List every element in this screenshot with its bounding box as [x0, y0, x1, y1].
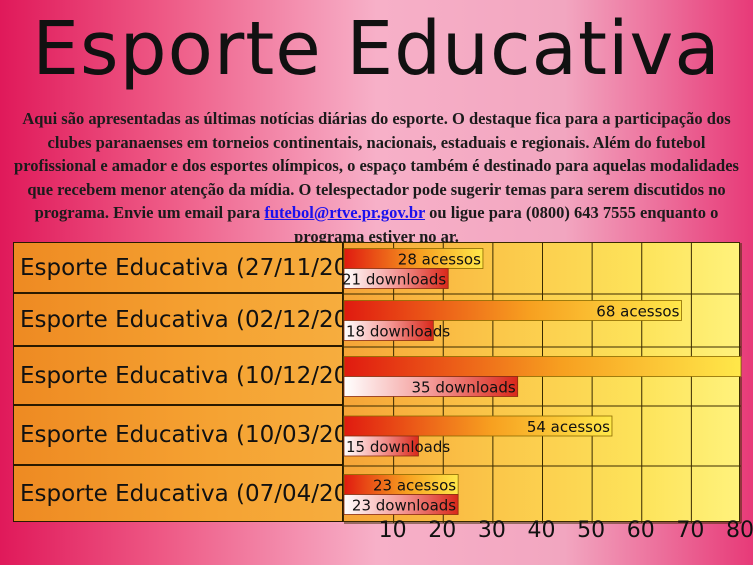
acessos-label: 54 acessos	[527, 418, 610, 436]
access-chart: Esporte Educativa (27/11/2009) Esporte Ed…	[13, 242, 742, 524]
downloads-label: 18 downloads	[346, 323, 450, 341]
chart-plot-area: 28 acessos 21 downloads 68 acessos 18 downl…	[342, 242, 742, 524]
downloads-bar	[343, 268, 449, 289]
acessos-bar	[343, 300, 682, 321]
x-tick-label: 60	[626, 518, 655, 543]
downloads-label: 23 downloads	[352, 497, 456, 515]
acessos-label: 23 acessos	[373, 477, 456, 495]
downloads-bar	[343, 320, 434, 341]
page-title: Esporte Educativa	[32, 6, 721, 92]
x-tick-label: 50	[577, 518, 606, 543]
description-text-after: ou ligue para (0800) 643 7555 enquanto o…	[294, 203, 719, 246]
downloads-bar	[343, 494, 459, 515]
description-text-before: Aqui são apresentadas as últimas notícia…	[14, 109, 739, 222]
acessos-bar	[343, 356, 742, 377]
row-label: Esporte Educativa (10/12/2009)	[13, 346, 387, 405]
row-label: Esporte Educativa (10/03/2010)	[13, 405, 387, 465]
chart-row-labels: Esporte Educativa (27/11/2009) Esporte Ed…	[13, 242, 387, 522]
downloads-bar	[343, 435, 419, 457]
downloads-label: 35 downloads	[411, 379, 515, 397]
x-tick-label: 30	[477, 518, 506, 543]
x-tick-label: 70	[676, 518, 705, 543]
x-tick-label: 80	[726, 518, 753, 543]
row-label: Esporte Educativa (02/12/2009)	[13, 293, 387, 346]
program-description: Aqui são apresentadas as últimas notícia…	[8, 107, 745, 248]
acessos-label: 68 acessos	[596, 303, 679, 321]
acessos-label: 28 acessos	[398, 251, 481, 269]
downloads-label: 21 downloads	[342, 271, 446, 289]
chart-svg: 28 acessos 21 downloads 68 acessos 18 downl…	[342, 243, 742, 524]
downloads-label: 15 downloads	[346, 438, 450, 456]
row-label: Esporte Educativa (07/04/2010)	[13, 465, 387, 522]
row-label: Esporte Educativa (27/11/2009)	[13, 242, 387, 293]
email-link[interactable]: futebol@rtve.pr.gov.br	[264, 203, 426, 222]
downloads-bar	[343, 376, 519, 397]
acessos-bar	[343, 415, 613, 437]
x-tick-label: 10	[378, 518, 407, 543]
x-tick-label: 20	[428, 518, 457, 543]
x-tick-label: 40	[527, 518, 556, 543]
